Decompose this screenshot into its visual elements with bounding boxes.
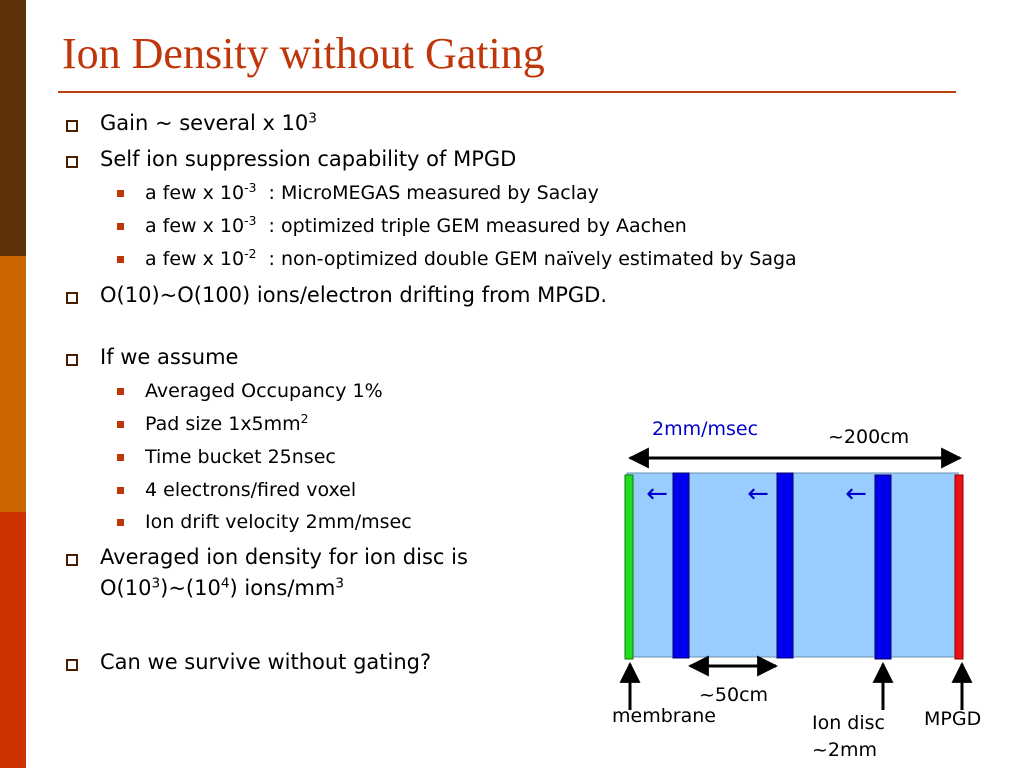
bullet-square-icon [66,292,78,304]
sub-bullet-time-bucket: Time bucket 25nsec [145,446,336,468]
ion-disc-3 [874,474,892,660]
spacing-label: ~50cm [699,684,769,706]
sub-bullet-occupancy: Averaged Occupancy 1% [145,380,383,402]
sub-bullet-drift-velocity: Ion drift velocity 2mm/msec [145,511,412,533]
slide-title: Ion Density without Gating [62,29,545,78]
ion-disc-thickness-label: ~2mm [812,739,878,761]
membrane-plane [624,474,634,660]
ion-disc-2 [776,472,794,659]
sub-bullet-icon [117,487,124,494]
mpgd-label: MPGD [924,708,982,730]
bullet-square-icon [66,659,78,671]
drift-arrow-icon: ← [845,479,867,509]
sub-bullet-icon [117,519,124,526]
sub-bullet-icon [117,190,124,197]
bullet-self-ion: Self ion suppression capability of MPGD [100,147,517,171]
bullet-square-icon [66,156,78,168]
sub-bullet-triple-gem: a few x 10-3 : optimized triple GEM meas… [145,214,687,237]
bullet-drifting: O(10)~O(100) ions/electron drifting from… [100,283,608,307]
bullet-square-icon [66,120,78,132]
drift-arrow-icon: ← [646,479,668,509]
sidebar-stripe-orange [0,256,26,512]
sub-bullet-pad-size: Pad size 1x5mm2 [145,412,309,435]
length-label: ~200cm [828,426,910,448]
bullet-assume: If we assume [100,345,239,369]
title-divider [58,91,956,93]
sidebar-stripe-red [0,512,26,768]
sub-bullet-icon [117,223,124,230]
sub-bullet-double-gem: a few x 10-2 : non-optimized double GEM … [145,247,797,270]
sub-bullet-micromegas: a few x 10-3 : MicroMEGAS measured by Sa… [145,181,599,204]
sub-bullet-icon [117,256,124,263]
bullet-density-line2: O(103)~(104) ions/mm3 [100,575,345,600]
ion-disc-1 [672,472,690,659]
ion-disc-label: Ion disc [812,712,885,734]
mpgd-plane [954,474,964,660]
drift-arrow-icon: ← [747,479,769,509]
bullet-square-icon [66,554,78,566]
bullet-gain: Gain ~ several x 103 [100,110,317,135]
membrane-label: membrane [612,705,716,727]
sub-bullet-icon [117,421,124,428]
bullet-survive: Can we survive without gating? [100,650,432,674]
sub-bullet-icon [117,388,124,395]
drift-speed-label: 2mm/msec [652,418,759,440]
sub-bullet-icon [117,454,124,461]
sidebar-stripe-dark [0,0,26,256]
bullet-square-icon [66,354,78,366]
sub-bullet-electrons: 4 electrons/fired voxel [145,479,357,501]
bullet-density-line1: Averaged ion density for ion disc is [100,545,468,569]
